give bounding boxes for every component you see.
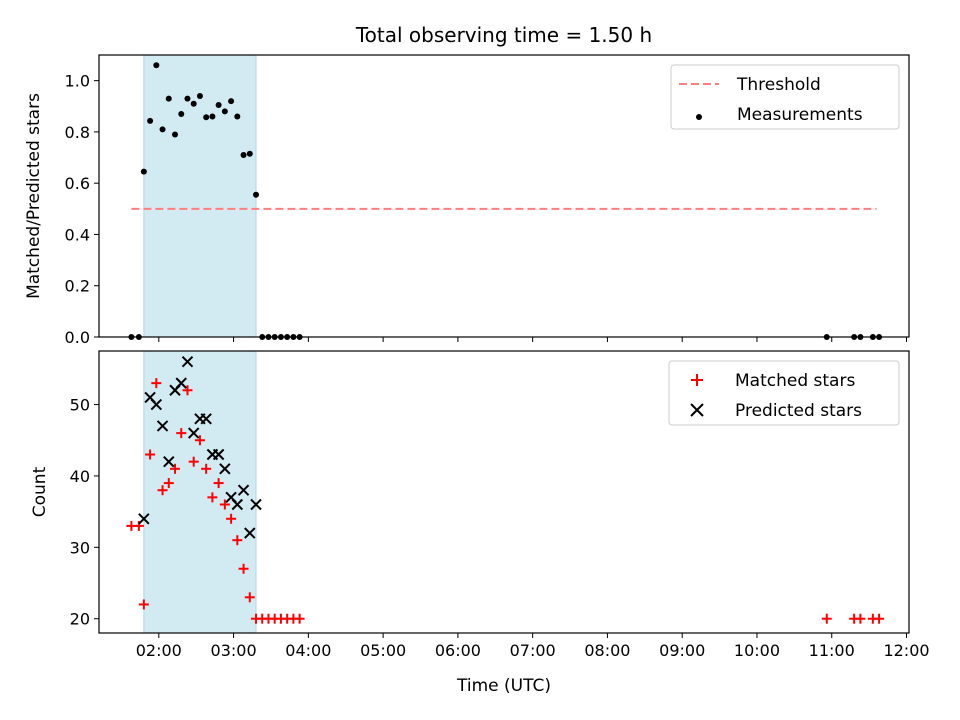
top-series-measurements-point (253, 191, 260, 198)
bottom-series-predicted-stars-point (237, 484, 250, 496)
top-series-measurements-point (190, 100, 197, 107)
bottom-series-matched-stars-point (219, 499, 230, 510)
bottom-series-predicted-stars-point (212, 448, 225, 461)
bottom-series-matched-stars-point (145, 449, 156, 460)
bottom-y-tick-label: 50 (70, 396, 90, 415)
bottom-legend-key-matched-stars (691, 374, 703, 386)
top-series-measurements-point (140, 168, 147, 175)
top-legend (670, 64, 900, 130)
bottom-series-matched-stars-point (188, 456, 199, 467)
top-legend-label: Threshold (736, 75, 821, 95)
top-y-tick-label: 0.2 (65, 277, 90, 296)
bottom-series-predicted-stars-point (181, 356, 194, 368)
chart-title: Total observing time = 1.50 h (355, 23, 652, 47)
x-tick-label: 03:00 (211, 641, 257, 660)
bottom-series-matched-stars-point (151, 378, 162, 389)
bottom-y-axis-label: Count (30, 466, 50, 517)
bottom-shaded-region (143, 350, 257, 634)
bottom-series-predicted-stars-point (219, 463, 231, 475)
bottom-series-matched-stars-point (182, 385, 193, 396)
bottom-series-predicted-stars-point (175, 377, 187, 389)
top-y-tick-label: 0.8 (65, 123, 90, 142)
bottom-series-matched-stars-point (170, 463, 181, 474)
top-y-tick-label: 0.4 (65, 225, 90, 244)
top-legend-key-measurements (696, 114, 702, 120)
top-series-measurements-point (153, 62, 160, 69)
x-tick-label: 09:00 (659, 641, 705, 660)
bottom-series-predicted-stars-point (250, 498, 262, 511)
bottom-series-predicted-stars-point (188, 427, 200, 439)
top-series-measurements-point (221, 108, 228, 115)
top-series-measurements-point (234, 113, 241, 120)
top-panel: 0.0 0.2 0.4 0.6 0.8 1.0 Threshold Measurements (65, 54, 910, 347)
bottom-series-matched-stars-point (201, 463, 212, 474)
bottom-series-matched-stars-point (207, 492, 218, 503)
bottom-series-matched-stars-point (294, 613, 305, 624)
top-y-tick-label: 1.0 (65, 72, 90, 91)
bottom-series-matched-stars-point (213, 478, 224, 489)
bottom-series-predicted-stars-point (200, 413, 212, 425)
bottom-panel: 02:00 03:00 04:00 05:00 06:00 07:00 08:00 09:00… (70, 350, 930, 660)
bottom-legend-label: Predicted stars (735, 401, 862, 421)
x-tick-label: 10:00 (734, 641, 780, 660)
bottom-series-matched-stars-point (855, 613, 866, 624)
bottom-series-matched-stars-point (157, 485, 168, 496)
bottom-series-matched-stars-point (244, 592, 255, 603)
bottom-series-matched-stars-point (238, 563, 249, 574)
x-tick-label: 11:00 (809, 641, 855, 660)
bottom-series-predicted-stars-point (163, 455, 175, 468)
top-y-tick-label: 0.0 (65, 328, 90, 347)
x-tick-label: 06:00 (435, 641, 481, 660)
bottom-series-predicted-stars-point (231, 498, 244, 511)
x-axis-label: Time (UTC) (456, 676, 551, 696)
top-series-measurements-point (203, 114, 210, 121)
bottom-series-matched-stars-point (176, 428, 187, 439)
bottom-series-matched-stars-point (232, 535, 243, 546)
x-tick-label: 05:00 (360, 641, 406, 660)
bottom-y-tick-label: 20 (70, 610, 90, 629)
bottom-series-matched-stars-point (874, 613, 885, 624)
top-series-measurements-point (246, 150, 253, 157)
top-series-measurements-point (184, 95, 191, 102)
top-series-measurements-point (172, 131, 179, 138)
bottom-series-predicted-stars-point (244, 527, 256, 539)
x-tick-label: 08:00 (584, 641, 630, 660)
bottom-series-predicted-stars-point (150, 398, 163, 411)
top-shaded-region (143, 54, 257, 338)
bottom-axes-frame (98, 350, 910, 634)
top-y-axis-label: Matched/Predicted stars (24, 93, 44, 299)
top-legend-label: Measurements (737, 105, 863, 125)
bottom-legend (668, 360, 900, 426)
bottom-series-matched-stars-point (138, 599, 149, 610)
x-tick-label: 12:00 (883, 641, 929, 660)
top-series-measurements-point (147, 117, 154, 124)
x-tick-label: 04:00 (285, 641, 331, 660)
top-series-measurements-point (165, 95, 172, 102)
bottom-legend-key-predicted-stars (690, 403, 704, 417)
top-axes-frame (98, 54, 910, 338)
bottom-y-tick-label: 40 (70, 467, 90, 486)
top-series-measurements-point (209, 113, 216, 120)
top-series-measurements-point (196, 93, 203, 100)
top-series-measurements-point (159, 126, 166, 133)
bottom-y-tick-label: 30 (70, 538, 90, 557)
top-series-measurements-point (228, 98, 235, 105)
top-series-measurements-point (240, 151, 247, 158)
bottom-legend-label: Matched stars (735, 371, 855, 391)
bottom-series-predicted-stars-point (138, 513, 150, 525)
bottom-series-matched-stars-point (226, 513, 237, 524)
x-tick-label: 07:00 (510, 641, 556, 660)
bottom-series-matched-stars-point (194, 435, 205, 446)
bottom-series-matched-stars-point (821, 613, 832, 624)
x-tick-label: 02:00 (136, 641, 182, 660)
top-series-measurements-point (178, 110, 185, 117)
bottom-series-matched-stars-point (163, 478, 174, 489)
bottom-series-predicted-stars-point (156, 420, 169, 432)
top-y-tick-label: 0.6 (65, 174, 90, 193)
top-series-measurements-point (215, 101, 222, 108)
